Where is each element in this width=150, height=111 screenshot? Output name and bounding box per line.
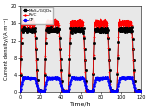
- X-axis label: Time/h: Time/h: [70, 102, 91, 107]
- Legend: MoS₂/GQDs, Pt/C, CP: MoS₂/GQDs, Pt/C, CP: [21, 7, 53, 24]
- Y-axis label: Current density/(A m⁻²): Current density/(A m⁻²): [4, 18, 9, 80]
